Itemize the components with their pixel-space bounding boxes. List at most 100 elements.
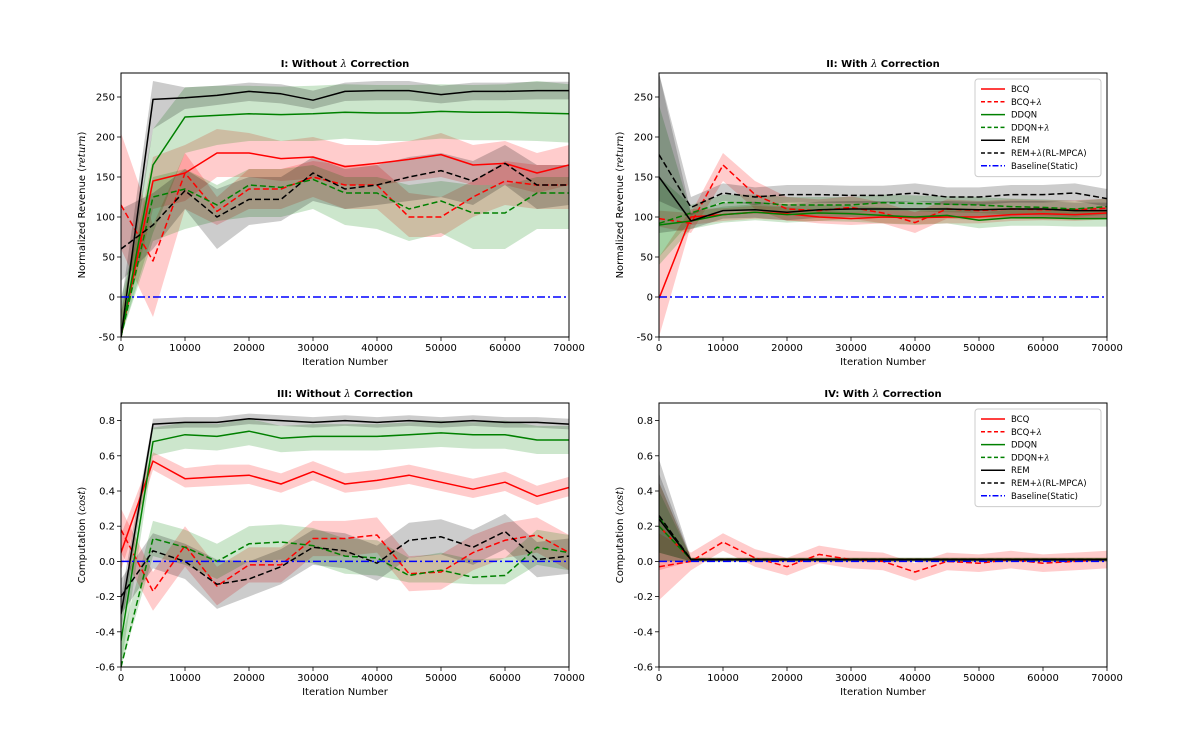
band-REM+λ(RL-MPCA) <box>121 145 569 281</box>
plot-area <box>659 459 1107 601</box>
y-tick-label: 0.0 <box>99 557 115 568</box>
panel-1: 0 10000 20000 30000 40000 50000 60000 70000-500… <box>77 59 585 368</box>
legend-lambda: λ <box>1036 149 1042 159</box>
band-DDQN <box>121 418 569 667</box>
title-part: Correction <box>879 389 941 400</box>
legend-entry: Baseline(Static) <box>1011 162 1078 172</box>
legend-text: (RL-MPCA) <box>1042 149 1086 159</box>
y-tick-label: -50 <box>99 333 115 344</box>
legend: BCQBCQ+λDDQNDDQN+λREMREM+λ(RL-MPCA)Basel… <box>974 78 1102 178</box>
series-line-BCQ <box>121 460 569 553</box>
x-tick-label: 40000 <box>361 343 393 354</box>
legend-text: Baseline(Static) <box>1011 492 1078 502</box>
y-tick-label: 0.6 <box>637 451 653 462</box>
axes-frame <box>120 72 570 338</box>
series-line-DDQN+λ <box>659 201 1107 225</box>
x-tick-label: 60000 <box>489 673 521 684</box>
x-tick-label: 60000 <box>489 343 521 354</box>
ylabel-italic: cost <box>77 490 88 512</box>
y-tick-label: 150 <box>96 173 115 184</box>
title-lambda: λ <box>872 389 879 400</box>
title-lambda: λ <box>340 59 347 70</box>
y-tick-label: 150 <box>634 173 653 184</box>
band-DDQN <box>121 81 569 337</box>
x-tick-label: 20000 <box>233 343 265 354</box>
legend-lambda: λ <box>1036 479 1042 489</box>
x-tick-label: 0 <box>656 673 662 684</box>
y-tick-label: 50 <box>102 253 115 264</box>
y-axis-label: Normalized Revenue (return) <box>615 131 626 278</box>
x-tick-label: 0 <box>656 343 662 354</box>
y-tick-label: 100 <box>634 213 653 224</box>
legend-entry: REM <box>1011 466 1030 476</box>
x-tick-label: 10000 <box>169 673 201 684</box>
legend-lambda: λ <box>1043 453 1049 463</box>
legend-text: BCQ <box>1011 85 1030 95</box>
y-tick-label: 200 <box>634 133 653 144</box>
y-tick-label: -0.4 <box>95 627 115 638</box>
title-part: III: Without <box>277 389 344 400</box>
x-axis-label: Iteration Number <box>302 687 389 698</box>
y-tick-label: -0.6 <box>633 663 653 674</box>
x-tick-label: 10000 <box>169 343 201 354</box>
legend-entry: DDQN+λ <box>1011 453 1050 463</box>
band-BCQ <box>121 129 569 337</box>
legend-entry: REM+λ(RL-MPCA) <box>1011 149 1087 159</box>
series-line-DDQN+λ <box>121 178 569 337</box>
series-line-DDQN <box>121 110 569 337</box>
title-part: IV: With <box>824 389 872 400</box>
y-tick-label: 0.4 <box>637 487 653 498</box>
series-line-REM+λ(RL-MPCA) <box>659 515 1107 561</box>
chart-title: I: Without λ Correction <box>281 59 410 70</box>
series-line-BCQ+λ <box>121 172 569 262</box>
title-part: I: Without <box>281 59 341 70</box>
x-tick-label: 40000 <box>899 673 931 684</box>
y-tick-label: -0.2 <box>633 592 653 603</box>
x-tick-label: 60000 <box>1027 673 1059 684</box>
x-tick-label: 10000 <box>707 343 739 354</box>
legend-text: REM <box>1011 136 1030 146</box>
ylabel-italic: return <box>615 135 626 167</box>
ylabel-italic: return <box>77 135 88 167</box>
legend-box <box>974 408 1102 508</box>
band-BCQ+λ <box>121 133 569 317</box>
x-tick-label: 0 <box>118 673 124 684</box>
x-tick-label: 0 <box>118 343 124 354</box>
x-tick-label: 70000 <box>1091 673 1123 684</box>
y-tick-label: -0.4 <box>633 627 653 638</box>
chart-title: III: Without λ Correction <box>277 389 413 400</box>
x-tick-label: 30000 <box>297 673 329 684</box>
band-BCQ+λ <box>659 533 1107 601</box>
title-part: Correction <box>351 389 413 400</box>
legend-text: REM <box>1011 466 1030 476</box>
x-tick-label: 20000 <box>233 673 265 684</box>
x-tick-label: 20000 <box>771 673 803 684</box>
legend-text: Baseline(Static) <box>1011 162 1078 172</box>
x-tick-label: 70000 <box>1091 343 1123 354</box>
legend-box <box>974 78 1102 178</box>
legend-entry: DDQN+λ <box>1011 123 1050 133</box>
x-tick-label: 70000 <box>553 343 585 354</box>
y-tick-label: 0.6 <box>99 451 115 462</box>
x-tick-label: 40000 <box>361 673 393 684</box>
x-tick-label: 60000 <box>1027 343 1059 354</box>
ylabel-part: ) <box>615 487 626 491</box>
series-line-REM+λ(RL-MPCA) <box>659 154 1107 209</box>
x-tick-label: 20000 <box>771 343 803 354</box>
y-tick-label: 0.0 <box>637 557 653 568</box>
x-tick-label: 10000 <box>707 673 739 684</box>
x-tick-label: 50000 <box>963 343 995 354</box>
series-line-REM+λ(RL-MPCA) <box>121 162 569 250</box>
legend-lambda: λ <box>1035 98 1041 108</box>
legend-entry: BCQ <box>1011 85 1030 95</box>
y-tick-label: 0.8 <box>637 416 653 427</box>
x-tick-label: 50000 <box>425 343 457 354</box>
x-tick-label: 30000 <box>297 343 329 354</box>
title-part: Correction <box>347 59 409 70</box>
series-line-BCQ <box>121 152 569 337</box>
y-tick-label: 0.8 <box>99 416 115 427</box>
legend-text: DDQN <box>1011 441 1037 451</box>
x-tick-label: 30000 <box>835 673 867 684</box>
title-lambda: λ <box>870 59 877 70</box>
